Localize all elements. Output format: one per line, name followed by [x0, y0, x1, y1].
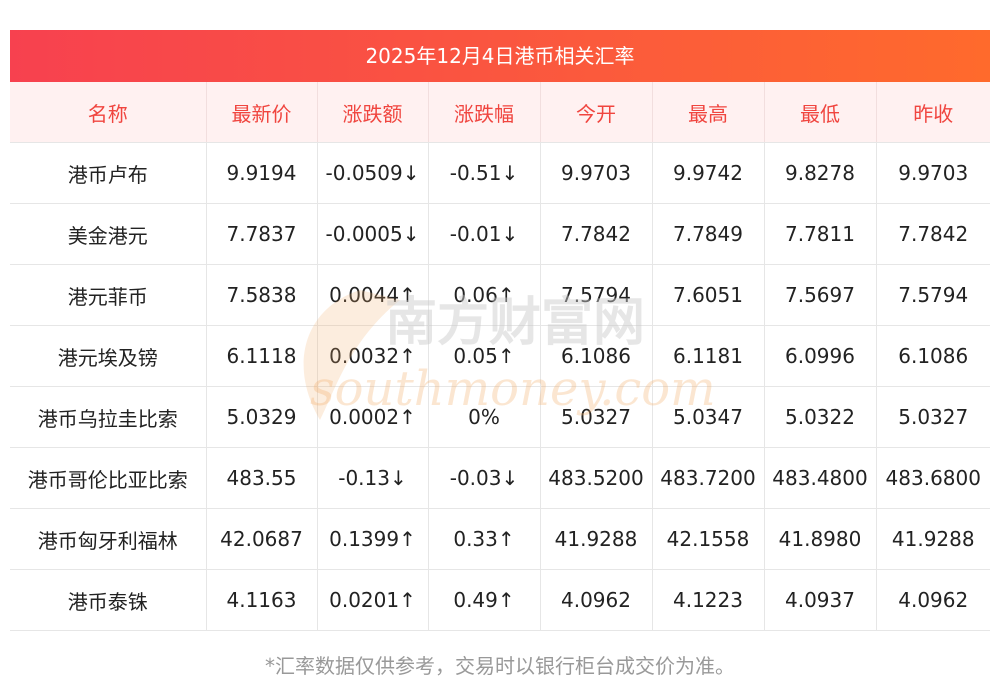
rate-change: 0.0201↑ — [317, 569, 429, 631]
rate-change: 0.1399↑ — [317, 508, 429, 570]
rate-prev-close: 5.0327 — [876, 386, 990, 448]
rate-name: 美金港元 — [10, 203, 207, 265]
table-row: 港币匈牙利福林 42.0687 0.1399↑ 0.33↑ 41.9288 42.1558… — [10, 508, 990, 570]
rate-open: 7.7842 — [540, 203, 653, 265]
rate-low: 9.8278 — [764, 142, 877, 204]
rate-latest: 5.0329 — [206, 386, 318, 448]
rate-prev-close: 483.6800 — [876, 447, 990, 509]
rate-change-pct: 0.05↑ — [428, 325, 541, 387]
table-row: 港币卢布 9.9194 -0.0509↓ -0.51↓ 9.9703 9.9742 9.82… — [10, 142, 990, 204]
rate-latest: 4.1163 — [206, 569, 318, 631]
rate-change-pct: 0.06↑ — [428, 264, 541, 326]
rate-name: 港币卢布 — [10, 142, 207, 204]
rate-name: 港币匈牙利福林 — [10, 508, 207, 570]
header-change: 涨跌额 — [317, 82, 429, 143]
rate-change-pct: 0% — [428, 386, 541, 448]
rate-low: 4.0937 — [764, 569, 877, 631]
header-open: 今开 — [540, 82, 653, 143]
rate-name: 港币乌拉圭比索 — [10, 386, 207, 448]
table-row: 港币哥伦比亚比索 483.55 -0.13↓ -0.03↓ 483.5200 483.72… — [10, 447, 990, 509]
header-high: 最高 — [652, 82, 765, 143]
rate-latest: 7.5838 — [206, 264, 318, 326]
rate-open: 6.1086 — [540, 325, 653, 387]
rate-prev-close: 4.0962 — [876, 569, 990, 631]
rate-prev-close: 6.1086 — [876, 325, 990, 387]
table-header-row: 名称 最新价 涨跌额 涨跌幅 今开 最高 最低 昨收 — [10, 82, 990, 143]
rate-open: 9.9703 — [540, 142, 653, 204]
rate-low: 7.5697 — [764, 264, 877, 326]
rate-prev-close: 7.5794 — [876, 264, 990, 326]
table-title: 2025年12月4日港币相关汇率 — [10, 30, 990, 82]
header-name: 名称 — [10, 82, 207, 143]
rate-change: -0.0509↓ — [317, 142, 429, 204]
rate-latest: 7.7837 — [206, 203, 318, 265]
rate-high: 4.1223 — [652, 569, 765, 631]
rate-high: 483.7200 — [652, 447, 765, 509]
rate-name: 港币哥伦比亚比索 — [10, 447, 207, 509]
rate-latest: 9.9194 — [206, 142, 318, 204]
table-row: 港币乌拉圭比索 5.0329 0.0002↑ 0% 5.0327 5.0347 5.0322… — [10, 386, 990, 448]
rate-low: 7.7811 — [764, 203, 877, 265]
rate-high: 7.6051 — [652, 264, 765, 326]
rate-name: 港元埃及镑 — [10, 325, 207, 387]
rate-name: 港元菲币 — [10, 264, 207, 326]
rate-low: 483.4800 — [764, 447, 877, 509]
rate-change: 0.0044↑ — [317, 264, 429, 326]
rate-change-pct: 0.49↑ — [428, 569, 541, 631]
rate-change-pct: -0.03↓ — [428, 447, 541, 509]
rate-latest: 483.55 — [206, 447, 318, 509]
rate-high: 7.7849 — [652, 203, 765, 265]
rate-high: 5.0347 — [652, 386, 765, 448]
rate-high: 42.1558 — [652, 508, 765, 570]
rate-open: 483.5200 — [540, 447, 653, 509]
table-row: 港币泰铢 4.1163 0.0201↑ 0.49↑ 4.0962 4.1223 4.0937… — [10, 569, 990, 631]
rate-high: 9.9742 — [652, 142, 765, 204]
table-row: 港元埃及镑 6.1118 0.0032↑ 0.05↑ 6.1086 6.1181 6.099… — [10, 325, 990, 387]
rate-latest: 42.0687 — [206, 508, 318, 570]
table-row: 美金港元 7.7837 -0.0005↓ -0.01↓ 7.7842 7.7849 7.78… — [10, 203, 990, 265]
rate-high: 6.1181 — [652, 325, 765, 387]
rate-change-pct: -0.51↓ — [428, 142, 541, 204]
rate-open: 7.5794 — [540, 264, 653, 326]
rate-open: 4.0962 — [540, 569, 653, 631]
rate-change: 0.0002↑ — [317, 386, 429, 448]
rate-change-pct: -0.01↓ — [428, 203, 541, 265]
exchange-rate-table: 名称 最新价 涨跌额 涨跌幅 今开 最高 最低 昨收 港币卢布 9.9194 -0.… — [10, 82, 990, 631]
header-prev-close: 昨收 — [876, 82, 990, 143]
rate-change: -0.13↓ — [317, 447, 429, 509]
rate-prev-close: 9.9703 — [876, 142, 990, 204]
rate-low: 6.0996 — [764, 325, 877, 387]
table-row: 港元菲币 7.5838 0.0044↑ 0.06↑ 7.5794 7.6051 7.5697… — [10, 264, 990, 326]
rate-latest: 6.1118 — [206, 325, 318, 387]
rate-open: 41.9288 — [540, 508, 653, 570]
header-change-pct: 涨跌幅 — [428, 82, 541, 143]
header-latest: 最新价 — [206, 82, 318, 143]
rate-low: 41.8980 — [764, 508, 877, 570]
header-low: 最低 — [764, 82, 877, 143]
rate-name: 港币泰铢 — [10, 569, 207, 631]
rate-open: 5.0327 — [540, 386, 653, 448]
footnote: *汇率数据仅供参考，交易时以银行柜台成交价为准。 — [265, 654, 735, 678]
rate-change: -0.0005↓ — [317, 203, 429, 265]
rate-low: 5.0322 — [764, 386, 877, 448]
rate-prev-close: 41.9288 — [876, 508, 990, 570]
rate-prev-close: 7.7842 — [876, 203, 990, 265]
rate-change: 0.0032↑ — [317, 325, 429, 387]
rate-change-pct: 0.33↑ — [428, 508, 541, 570]
